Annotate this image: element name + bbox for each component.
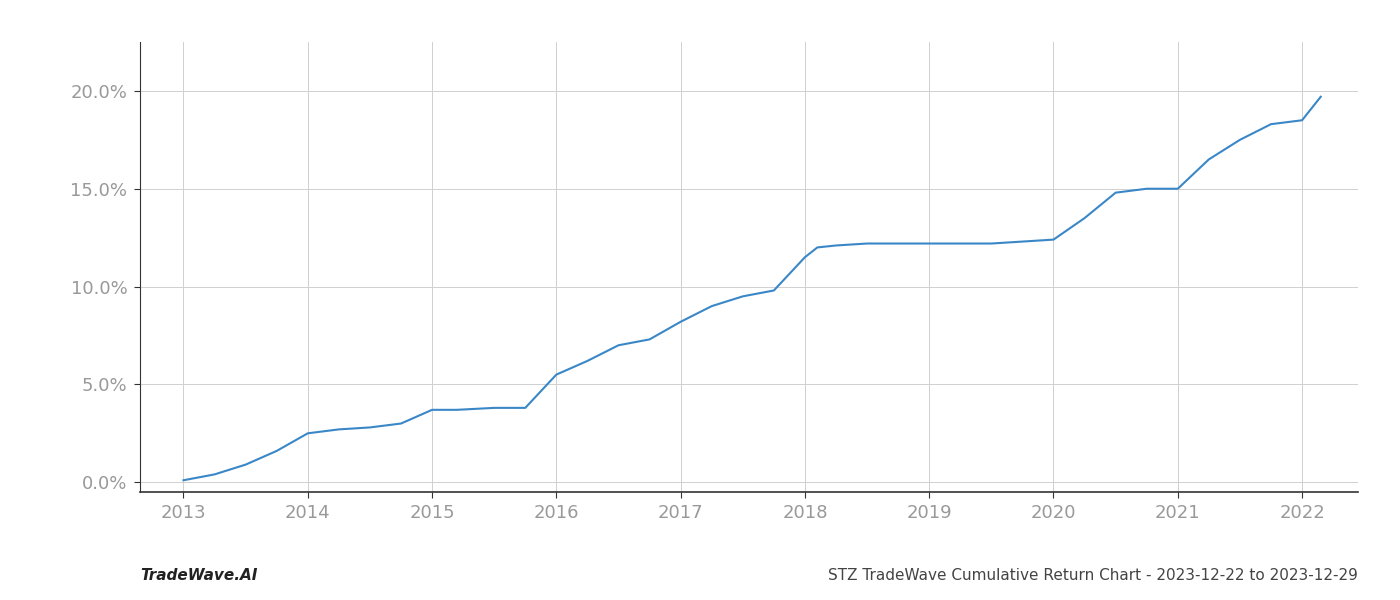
Text: STZ TradeWave Cumulative Return Chart - 2023-12-22 to 2023-12-29: STZ TradeWave Cumulative Return Chart - … [829, 569, 1358, 583]
Text: TradeWave.AI: TradeWave.AI [140, 569, 258, 583]
